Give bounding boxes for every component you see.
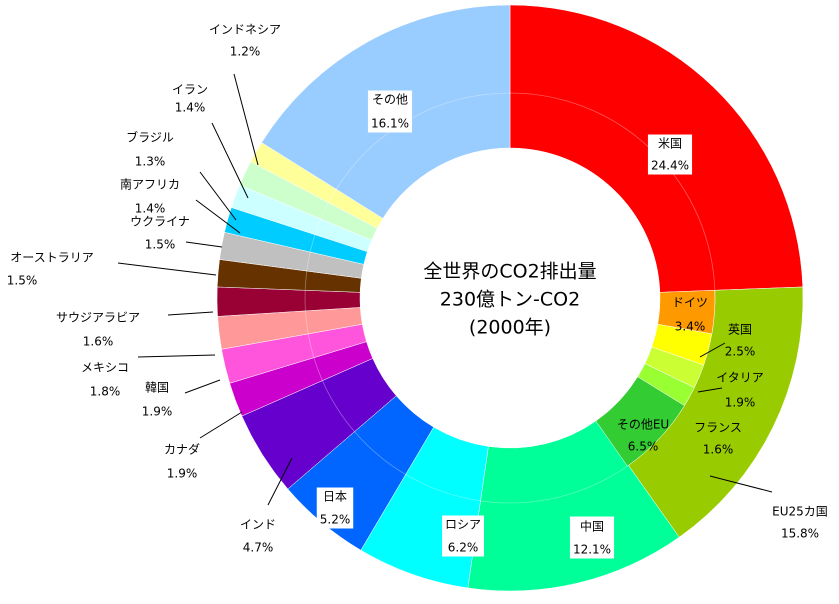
leader-line bbox=[167, 311, 214, 316]
value-label: 1.9% bbox=[725, 396, 756, 410]
data-label: その他 16.1% bbox=[367, 90, 413, 133]
value-label: 1.4% bbox=[175, 101, 206, 115]
value-label: 1.3% bbox=[135, 155, 166, 169]
data-label: 日本 5.2% bbox=[316, 487, 354, 529]
category-label: 韓国 bbox=[145, 381, 169, 395]
value-label: 2.5% bbox=[725, 345, 756, 359]
value-label: 4.7% bbox=[243, 541, 274, 555]
data-label: 南アフリカ 1.4% bbox=[120, 177, 180, 216]
category-label: 中国 bbox=[580, 519, 604, 534]
leader-line bbox=[117, 262, 217, 276]
data-label: インド 4.7% bbox=[240, 518, 276, 555]
data-label: カナダ 1.9% bbox=[164, 442, 200, 481]
label-box bbox=[441, 515, 485, 557]
leader-line bbox=[199, 171, 237, 221]
data-label: ドイツ 3.4% bbox=[672, 296, 708, 334]
category-label: オーストラリア bbox=[10, 251, 93, 265]
value-label: 1.6% bbox=[703, 443, 734, 457]
category-label: ロシア bbox=[445, 518, 481, 532]
category-label: ドイツ bbox=[672, 296, 708, 310]
category-label: 日本 bbox=[323, 490, 347, 504]
value-label: 1.2% bbox=[230, 45, 261, 59]
data-label: インドネシア 1.2% bbox=[209, 23, 281, 59]
leader-line bbox=[709, 475, 773, 493]
category-label: ブラジル bbox=[126, 130, 174, 145]
leader-line bbox=[697, 387, 723, 393]
category-label: サウジアラビア bbox=[56, 311, 140, 325]
data-label: EU25カ国 15.8% bbox=[772, 505, 828, 541]
data-label: ブラジル 1.3% bbox=[126, 130, 174, 169]
value-label: 12.1% bbox=[573, 543, 611, 557]
category-label: インド bbox=[240, 518, 276, 532]
value-label: 24.4% bbox=[651, 159, 689, 173]
value-label: 16.1% bbox=[371, 117, 409, 131]
leader-line bbox=[233, 73, 259, 166]
chart-title: (2000年) bbox=[469, 317, 551, 339]
data-label: サウジアラビア 1.6% bbox=[56, 311, 140, 349]
data-label: 韓国 1.9% bbox=[142, 381, 173, 419]
category-label: メキシコ bbox=[81, 361, 129, 375]
category-label: EU25カ国 bbox=[772, 505, 828, 519]
value-label: 5.2% bbox=[320, 513, 351, 527]
data-label: その他EU 6.5% bbox=[617, 418, 669, 454]
leader-line bbox=[185, 241, 223, 248]
label-box bbox=[316, 487, 354, 529]
value-label: 6.2% bbox=[448, 541, 479, 555]
data-label: フランス 1.6% bbox=[694, 421, 742, 457]
category-label: イラン bbox=[172, 83, 208, 97]
leader-line bbox=[137, 354, 216, 358]
label-box bbox=[647, 134, 693, 175]
value-label: 6.5% bbox=[628, 440, 659, 454]
data-label: 中国 12.1% bbox=[569, 516, 615, 559]
value-label: 3.4% bbox=[675, 320, 706, 334]
label-box bbox=[569, 516, 615, 559]
ring-line bbox=[335, 92, 511, 190]
data-label: オーストラリア 1.5% bbox=[7, 251, 94, 288]
value-label: 1.5% bbox=[145, 238, 176, 252]
data-label: イタリア 1.9% bbox=[716, 371, 764, 410]
chart-title: 230億トン-CO2 bbox=[440, 289, 580, 311]
leader-line bbox=[699, 342, 726, 358]
value-label: 15.8% bbox=[781, 527, 819, 541]
category-label: インドネシア bbox=[209, 23, 281, 37]
data-label: メキシコ 1.8% bbox=[81, 361, 129, 399]
leader-line bbox=[184, 379, 221, 394]
category-label: 南アフリカ bbox=[120, 177, 180, 192]
value-label: 1.9% bbox=[142, 405, 173, 419]
leader-line bbox=[267, 457, 293, 506]
chart-title: 全世界のCO2排出量 bbox=[423, 261, 596, 283]
data-label: ウクライナ 1.5% bbox=[130, 215, 190, 252]
category-label: ウクライナ bbox=[130, 215, 190, 229]
data-label: ロシア 6.2% bbox=[441, 515, 485, 557]
category-label: その他 bbox=[372, 93, 408, 107]
value-label: 1.8% bbox=[90, 385, 121, 399]
pie-slice bbox=[595, 376, 685, 467]
category-label: フランス bbox=[694, 421, 742, 435]
data-label: 米国 24.4% bbox=[647, 134, 693, 175]
label-box bbox=[367, 90, 413, 133]
value-label: 1.9% bbox=[167, 467, 198, 481]
category-label: その他EU bbox=[617, 418, 669, 432]
value-label: 1.5% bbox=[7, 274, 38, 288]
leader-line bbox=[199, 411, 243, 439]
data-label: 英国 2.5% bbox=[725, 323, 756, 359]
category-label: 英国 bbox=[728, 323, 752, 337]
category-label: イタリア bbox=[716, 371, 764, 385]
value-label: 1.4% bbox=[135, 202, 166, 216]
category-label: 米国 bbox=[658, 137, 682, 151]
data-label: イラン 1.4% bbox=[172, 83, 208, 115]
leader-line bbox=[195, 199, 241, 234]
category-label: カナダ bbox=[164, 442, 200, 457]
leader-line bbox=[211, 122, 249, 199]
value-label: 1.6% bbox=[83, 335, 114, 349]
